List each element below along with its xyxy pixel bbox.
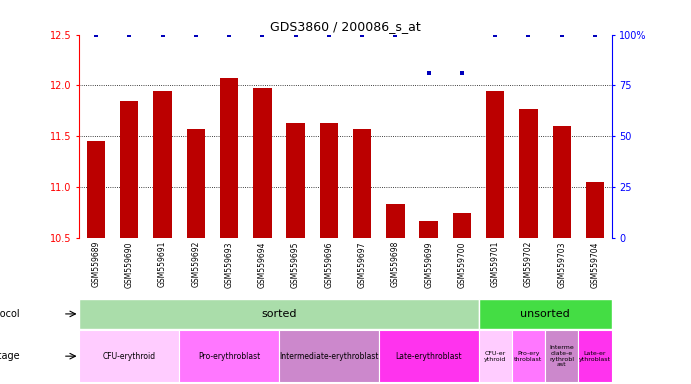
Bar xyxy=(87,141,105,238)
Bar xyxy=(478,330,512,382)
Text: GSM559699: GSM559699 xyxy=(424,241,433,288)
Text: GSM559694: GSM559694 xyxy=(258,241,267,288)
Bar xyxy=(79,299,478,329)
Bar xyxy=(553,126,571,238)
Bar xyxy=(512,330,545,382)
Title: GDS3860 / 200086_s_at: GDS3860 / 200086_s_at xyxy=(270,20,421,33)
Text: GSM559703: GSM559703 xyxy=(557,241,566,288)
Text: Intermediate-erythroblast: Intermediate-erythroblast xyxy=(279,352,379,361)
Bar xyxy=(279,330,379,382)
Bar xyxy=(519,109,538,238)
Text: GSM559692: GSM559692 xyxy=(191,241,200,288)
Text: GSM559698: GSM559698 xyxy=(391,241,400,288)
Bar xyxy=(486,91,504,238)
Text: CFU-er
ythroid: CFU-er ythroid xyxy=(484,351,507,362)
Bar xyxy=(287,123,305,238)
Bar xyxy=(453,213,471,238)
Bar xyxy=(120,101,138,238)
Bar xyxy=(379,330,478,382)
Text: GSM559702: GSM559702 xyxy=(524,241,533,288)
Bar xyxy=(545,330,578,382)
Bar xyxy=(353,129,371,238)
Text: Interme
diate-e
rythrobl
ast: Interme diate-e rythrobl ast xyxy=(549,345,574,367)
Bar xyxy=(153,91,172,238)
Bar xyxy=(419,221,438,238)
Text: GSM559700: GSM559700 xyxy=(457,241,466,288)
Bar xyxy=(586,182,604,238)
Text: Pro-ery
throblast: Pro-ery throblast xyxy=(514,351,542,362)
Bar xyxy=(187,129,205,238)
Bar xyxy=(79,330,179,382)
Text: GSM559704: GSM559704 xyxy=(590,241,599,288)
Text: CFU-erythroid: CFU-erythroid xyxy=(103,352,156,361)
Text: GSM559689: GSM559689 xyxy=(92,241,101,288)
Text: development stage: development stage xyxy=(0,351,19,361)
Bar xyxy=(179,330,279,382)
Text: GSM559691: GSM559691 xyxy=(158,241,167,288)
Bar xyxy=(253,88,272,238)
Text: Late-er
ythroblast: Late-er ythroblast xyxy=(579,351,611,362)
Text: GSM559693: GSM559693 xyxy=(225,241,234,288)
Text: GSM559695: GSM559695 xyxy=(291,241,300,288)
Text: GSM559690: GSM559690 xyxy=(125,241,134,288)
Bar xyxy=(220,78,238,238)
Bar xyxy=(320,123,338,238)
Bar xyxy=(578,330,612,382)
Text: unsorted: unsorted xyxy=(520,309,570,319)
Text: Late-erythroblast: Late-erythroblast xyxy=(395,352,462,361)
Text: Pro-erythroblast: Pro-erythroblast xyxy=(198,352,261,361)
Bar xyxy=(478,299,612,329)
Text: protocol: protocol xyxy=(0,309,19,319)
Text: GSM559697: GSM559697 xyxy=(358,241,367,288)
Bar xyxy=(386,205,404,238)
Text: GSM559696: GSM559696 xyxy=(324,241,333,288)
Text: GSM559701: GSM559701 xyxy=(491,241,500,288)
Text: sorted: sorted xyxy=(261,309,296,319)
